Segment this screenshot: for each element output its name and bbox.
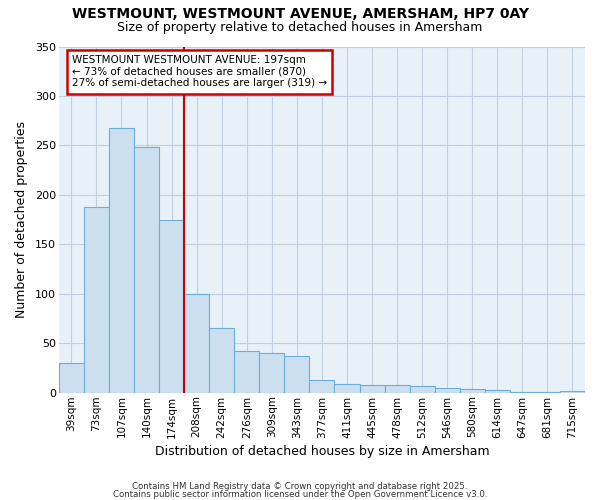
- Bar: [560, 390, 585, 392]
- Bar: [84, 206, 109, 392]
- Text: Size of property relative to detached houses in Amersham: Size of property relative to detached ho…: [118, 21, 482, 34]
- Bar: [259, 353, 284, 393]
- Bar: [434, 388, 460, 392]
- Bar: [310, 380, 334, 392]
- Bar: [59, 363, 84, 392]
- Bar: [485, 390, 510, 392]
- Bar: [284, 356, 310, 393]
- Text: WESTMOUNT, WESTMOUNT AVENUE, AMERSHAM, HP7 0AY: WESTMOUNT, WESTMOUNT AVENUE, AMERSHAM, H…: [71, 8, 529, 22]
- X-axis label: Distribution of detached houses by size in Amersham: Distribution of detached houses by size …: [155, 444, 489, 458]
- Bar: [385, 384, 410, 392]
- Bar: [184, 294, 209, 392]
- Bar: [410, 386, 434, 392]
- Text: WESTMOUNT WESTMOUNT AVENUE: 197sqm
← 73% of detached houses are smaller (870)
27: WESTMOUNT WESTMOUNT AVENUE: 197sqm ← 73%…: [72, 55, 327, 88]
- Bar: [334, 384, 359, 392]
- Bar: [109, 128, 134, 392]
- Bar: [159, 220, 184, 392]
- Bar: [234, 351, 259, 393]
- Bar: [460, 388, 485, 392]
- Bar: [359, 384, 385, 392]
- Bar: [209, 328, 234, 392]
- Text: Contains public sector information licensed under the Open Government Licence v3: Contains public sector information licen…: [113, 490, 487, 499]
- Y-axis label: Number of detached properties: Number of detached properties: [15, 121, 28, 318]
- Text: Contains HM Land Registry data © Crown copyright and database right 2025.: Contains HM Land Registry data © Crown c…: [132, 482, 468, 491]
- Bar: [134, 148, 159, 392]
